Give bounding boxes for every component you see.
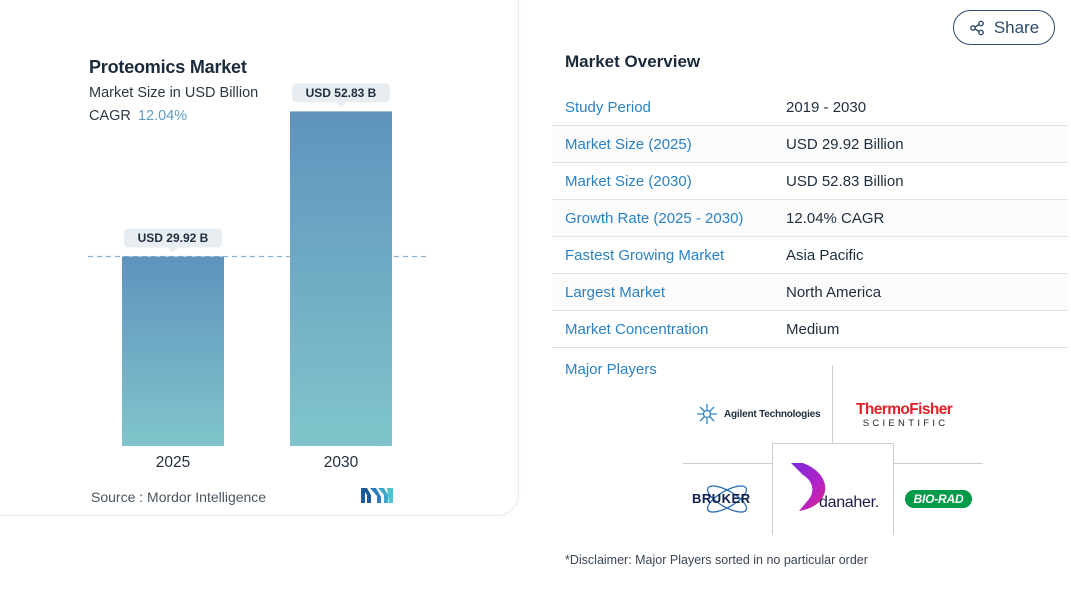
overview-row-market-size-2025: Market Size (2025) USD 29.92 Billion	[552, 126, 1068, 163]
row-value: 2019 - 2030	[786, 98, 867, 116]
share-button[interactable]: Share	[953, 10, 1055, 45]
danaher-tile	[772, 443, 894, 535]
row-value: USD 29.92 Billion	[786, 135, 904, 153]
bar-2030	[290, 111, 392, 446]
biorad-logo: BIO-RAD	[905, 490, 972, 508]
agilent-logo: Agilent Technologies	[696, 403, 821, 425]
row-value: Medium	[786, 320, 840, 338]
share-label: Share	[993, 17, 1040, 37]
data-label-pointer	[336, 102, 346, 108]
chart-card	[0, 0, 519, 516]
data-label-bg	[124, 228, 222, 248]
row-value: North America	[786, 283, 882, 301]
overview-row-largest-market: Largest Market North America	[552, 274, 1068, 311]
row-value: Asia Pacific	[786, 246, 864, 264]
data-label-pointer	[168, 247, 178, 253]
bruker-atom-icon	[706, 485, 748, 513]
thermofisher-label: ThermoFisher	[856, 401, 953, 418]
x-tick-label: 2030	[324, 454, 359, 471]
overview-row-study-period: Study Period 2019 - 2030	[552, 89, 1068, 126]
danaher-label: danaher.	[819, 494, 879, 511]
danaher-mark-icon	[791, 463, 826, 511]
overview-row-concentration: Market Concentration Medium	[552, 311, 1068, 348]
agilent-label: Agilent Technologies	[724, 408, 821, 420]
bruker-label: BRUKER	[692, 491, 751, 506]
share-icon	[969, 20, 984, 35]
row-label: Growth Rate (2025 - 2030)	[565, 209, 744, 227]
player-grid-divider	[893, 463, 983, 464]
mordor-logo-icon	[361, 488, 393, 503]
thermofisher-logo: ThermoFisher SCIENTIFIC	[856, 401, 953, 430]
chart-source: Source : Mordor Intelligence	[91, 489, 267, 505]
player-grid-divider	[832, 365, 833, 443]
row-label: Market Concentration	[565, 320, 709, 338]
row-label: Largest Market	[565, 283, 666, 301]
chart-subtitle: Market Size in USD Billion	[89, 85, 259, 101]
overview-table: Study Period 2019 - 2030 Market Size (20…	[552, 89, 1068, 348]
row-label: Fastest Growing Market	[565, 246, 725, 264]
row-label: Market Size (2030)	[565, 172, 692, 190]
data-label: USD 52.83 B	[306, 86, 377, 100]
cagr-value: 12.04%	[137, 108, 188, 124]
data-label-bg	[292, 83, 390, 103]
player-grid-divider	[683, 463, 773, 464]
overview-row-growth-rate: Growth Rate (2025 - 2030) 12.04% CAGR	[552, 200, 1068, 237]
overview-row-fastest-growing: Fastest Growing Market Asia Pacific	[552, 237, 1068, 274]
row-label: Market Size (2025)	[565, 135, 692, 153]
thermofisher-sub-label: SCIENTIFIC	[862, 418, 949, 429]
row-label: Study Period	[565, 98, 651, 116]
cagr-label: CAGR	[89, 108, 131, 124]
bar-2025	[122, 256, 224, 446]
x-tick-label: 2025	[156, 454, 190, 471]
major-players-label: Major Players	[565, 361, 657, 378]
bar-chart: USD 29.92 B 2025 USD 52.83 B 2030	[88, 83, 430, 471]
row-value: USD 52.83 Billion	[786, 172, 904, 190]
overview-row-market-size-2030: Market Size (2030) USD 52.83 Billion	[552, 163, 1068, 200]
chart-cagr: CAGR 12.04%	[89, 108, 187, 124]
chart-title: Proteomics Market	[89, 57, 247, 77]
disclaimer: *Disclaimer: Major Players sorted in no …	[565, 553, 868, 567]
data-label: USD 29.92 B	[138, 231, 209, 245]
agilent-spark-icon	[697, 404, 717, 424]
row-value: 12.04% CAGR	[786, 209, 885, 227]
overview-title: Market Overview	[565, 52, 701, 71]
